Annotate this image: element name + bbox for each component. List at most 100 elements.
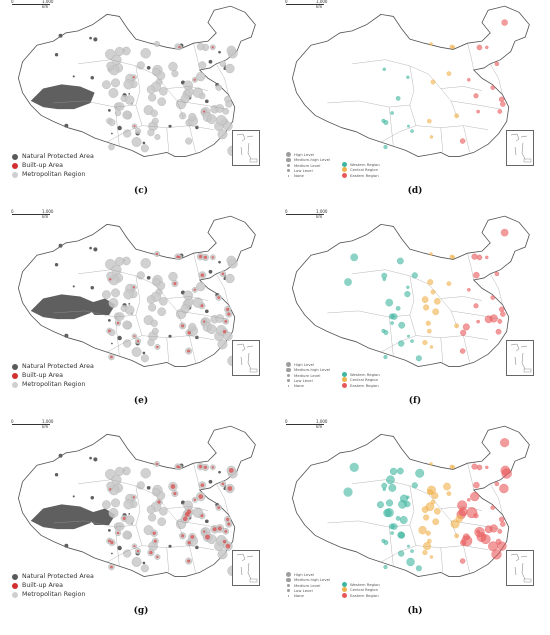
province-boundary: [416, 125, 489, 130]
protected-patch: [54, 53, 59, 57]
builtup-area: [152, 531, 156, 535]
city-level-marker: [473, 93, 479, 99]
legend-label: High Level: [294, 362, 314, 367]
metropolitan-region: [152, 488, 161, 497]
city-level-marker: [415, 565, 422, 572]
metropolitan-region: [123, 129, 132, 138]
metropolitan-region: [196, 42, 205, 51]
legend-label: Low Level: [293, 377, 313, 383]
scale-bar: 0 1,000 km: [11, 419, 53, 429]
legend-label: Natural Protected Area: [22, 153, 94, 160]
region-swatch: [342, 172, 347, 178]
size-symbol: [286, 583, 291, 587]
city-level-marker: [449, 464, 454, 469]
legend-label: None: [293, 173, 304, 179]
metropolitan-region: [183, 290, 193, 301]
metropolitan-region: [159, 297, 168, 306]
metropolitan-region: [115, 466, 124, 476]
protected-patch: [195, 335, 199, 340]
city-level-marker: [497, 319, 503, 324]
metropolitan-region: [226, 45, 236, 56]
protected-patch: [72, 495, 75, 498]
legend-region-item: Western Region: [342, 582, 380, 588]
builtup-area: [109, 278, 112, 281]
legend-item: Natural Protected Area: [12, 152, 94, 161]
city-level-marker: [429, 252, 433, 256]
protected-patch: [168, 124, 172, 128]
metropolitan-region: [140, 48, 151, 59]
legend-size-item: Medium Level: [286, 583, 330, 588]
map-panel-g: 0 1,000 km Natural Protected Area Built-up …: [6, 419, 276, 617]
metropolitan-region: [140, 564, 149, 573]
city-level-marker: [407, 334, 410, 338]
city-level-marker: [390, 111, 394, 115]
city-level-marker: [490, 295, 495, 300]
protected-patch: [89, 36, 92, 40]
builtup-area: [108, 539, 111, 543]
protected-patch: [111, 342, 113, 345]
builtup-area: [198, 254, 203, 259]
city-level-marker: [423, 542, 432, 551]
legend-size-item: Medium-high Level: [286, 367, 330, 372]
metropolitan-region: [147, 128, 155, 137]
legend-label: High Level: [294, 152, 314, 157]
province-boundary: [115, 107, 120, 147]
legend-size-item: Low Level: [286, 168, 330, 173]
builtup-area: [136, 339, 140, 343]
metropolitan-region: [206, 114, 217, 124]
legend-label: Low Level: [293, 167, 313, 173]
province-boundary: [53, 100, 136, 108]
city-level-marker: [429, 135, 434, 139]
legend-swatch: [12, 363, 18, 370]
legend-swatch: [12, 153, 18, 160]
land-use-legend: Natural Protected Area Built-up Area Metro…: [12, 152, 94, 179]
city-level-marker: [501, 19, 508, 26]
size-symbol: [286, 367, 291, 373]
city-level-marker: [395, 516, 401, 521]
province-boundary: [53, 520, 136, 528]
province-boundary: [193, 253, 200, 281]
protected-patch: [204, 309, 209, 314]
metropolitan-region: [196, 281, 206, 292]
metropolitan-region: [131, 557, 142, 567]
city-level-marker: [381, 272, 388, 279]
city-level-marker: [450, 519, 460, 529]
metropolitan-region: [150, 319, 158, 327]
protected-patch: [142, 351, 146, 355]
metropolitan-region: [122, 110, 132, 120]
legend-item: Built-up Area: [12, 371, 94, 380]
protected-patch: [89, 456, 92, 460]
city-level-marker: [430, 289, 436, 295]
city-level-marker: [485, 255, 489, 259]
city-level-marker: [381, 482, 388, 489]
city-level-marker: [480, 534, 491, 545]
metropolitan-region: [225, 63, 235, 74]
city-level-marker: [497, 109, 503, 114]
metropolitan-region: [154, 40, 160, 47]
builtup-area: [202, 110, 206, 113]
builtup-area: [193, 288, 196, 291]
city-level-marker: [399, 516, 408, 524]
protected-patch: [218, 470, 221, 474]
protected-patch: [218, 50, 221, 54]
metropolitan-region: [108, 118, 116, 127]
city-level-marker: [429, 555, 434, 559]
city-level-marker: [407, 124, 410, 128]
legend-size-item: None: [286, 383, 330, 388]
city-level-marker: [415, 355, 422, 362]
protected-patch: [108, 108, 111, 112]
panel-caption: (f): [408, 396, 422, 406]
legend-swatch: [12, 582, 18, 589]
protected-patch: [204, 519, 209, 524]
metropolitan-region: [122, 320, 132, 330]
city-level-marker: [350, 253, 359, 262]
city-level-marker: [454, 533, 460, 539]
legend-size-item: Medium-high Level: [286, 577, 330, 582]
map-panel-e: 0 1,000 km Natural Protected Area Built-up …: [6, 209, 276, 407]
city-level-marker: [410, 549, 414, 553]
legend-label: None: [293, 593, 304, 599]
city-level-marker: [383, 120, 389, 125]
city-level-marker: [466, 507, 478, 519]
metropolitan-region: [168, 271, 178, 282]
protected-patch: [208, 269, 213, 274]
